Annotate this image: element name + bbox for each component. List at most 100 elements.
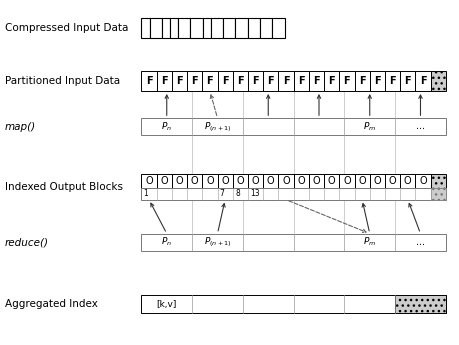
Bar xyxy=(202,71,217,91)
Bar xyxy=(369,71,384,91)
Bar xyxy=(172,71,187,91)
Bar xyxy=(202,18,211,38)
Bar xyxy=(259,18,272,38)
Text: $P_n$: $P_n$ xyxy=(161,236,172,248)
Text: $P_{(n+1)}$: $P_{(n+1)}$ xyxy=(203,235,231,249)
Bar xyxy=(278,174,293,188)
Text: F: F xyxy=(403,76,410,86)
Text: O: O xyxy=(342,176,350,186)
Text: F: F xyxy=(236,76,243,86)
Bar xyxy=(293,174,308,188)
Bar xyxy=(394,295,445,313)
Bar xyxy=(211,18,223,38)
Bar xyxy=(202,174,217,188)
Bar xyxy=(141,174,156,188)
Bar xyxy=(247,18,259,38)
Bar xyxy=(430,188,445,200)
Text: reduce(): reduce() xyxy=(5,237,49,247)
Bar xyxy=(414,174,430,188)
Bar xyxy=(149,18,162,38)
Text: $P_{(n+1)}$: $P_{(n+1)}$ xyxy=(203,120,231,134)
Text: F: F xyxy=(343,76,349,86)
Text: 13: 13 xyxy=(250,189,259,198)
Text: [k,v]: [k,v] xyxy=(156,299,177,308)
Bar xyxy=(263,174,278,188)
Bar xyxy=(308,174,323,188)
Text: F: F xyxy=(388,76,395,86)
Text: O: O xyxy=(266,176,274,186)
Bar xyxy=(217,71,232,91)
Bar xyxy=(354,71,369,91)
Bar xyxy=(141,188,445,200)
Text: O: O xyxy=(281,176,289,186)
Text: $\cdots$: $\cdots$ xyxy=(414,238,425,247)
Bar xyxy=(235,18,247,38)
Text: Compressed Input Data: Compressed Input Data xyxy=(5,23,128,33)
Text: O: O xyxy=(312,176,319,186)
Bar xyxy=(187,174,202,188)
Bar xyxy=(232,71,247,91)
Text: Aggregated Index: Aggregated Index xyxy=(5,299,98,309)
Text: O: O xyxy=(373,176,381,186)
Bar xyxy=(223,18,235,38)
Text: O: O xyxy=(358,176,365,186)
Text: O: O xyxy=(160,176,168,186)
Bar xyxy=(141,118,445,135)
Bar xyxy=(278,71,293,91)
Text: $P_m$: $P_m$ xyxy=(362,236,375,248)
Text: $P_m$: $P_m$ xyxy=(362,120,375,133)
Text: F: F xyxy=(161,76,167,86)
Bar xyxy=(354,174,369,188)
Text: $P_n$: $P_n$ xyxy=(161,120,172,133)
Text: F: F xyxy=(358,76,364,86)
Text: 7: 7 xyxy=(219,189,224,198)
Text: O: O xyxy=(145,176,152,186)
Bar xyxy=(156,174,172,188)
Bar xyxy=(170,18,178,38)
Bar xyxy=(323,174,339,188)
Bar xyxy=(384,174,399,188)
Bar xyxy=(399,174,414,188)
Bar xyxy=(272,18,284,38)
Text: F: F xyxy=(282,76,289,86)
Bar xyxy=(414,71,430,91)
Text: F: F xyxy=(146,76,152,86)
Text: O: O xyxy=(221,176,229,186)
Bar xyxy=(172,174,187,188)
Text: map(): map() xyxy=(5,122,36,132)
Text: $\cdots$: $\cdots$ xyxy=(414,122,425,131)
Bar xyxy=(190,18,202,38)
Bar xyxy=(141,18,149,38)
Bar xyxy=(232,174,247,188)
Bar xyxy=(156,71,172,91)
Text: F: F xyxy=(267,76,274,86)
Text: F: F xyxy=(419,76,425,86)
Bar xyxy=(178,18,190,38)
Bar xyxy=(430,174,445,188)
Text: O: O xyxy=(418,176,426,186)
Text: O: O xyxy=(251,176,259,186)
Bar xyxy=(162,18,170,38)
Text: F: F xyxy=(297,76,304,86)
Text: F: F xyxy=(221,76,228,86)
Text: O: O xyxy=(236,176,244,186)
Bar xyxy=(247,71,263,91)
Bar xyxy=(141,295,445,313)
Bar xyxy=(247,174,263,188)
Text: F: F xyxy=(313,76,319,86)
Bar xyxy=(339,71,354,91)
Bar xyxy=(263,71,278,91)
Bar xyxy=(187,71,202,91)
Bar xyxy=(217,174,232,188)
Text: 1: 1 xyxy=(143,189,148,198)
Bar xyxy=(430,71,445,91)
Text: F: F xyxy=(176,76,182,86)
Text: O: O xyxy=(403,176,411,186)
Bar xyxy=(369,174,384,188)
Text: O: O xyxy=(327,176,335,186)
Text: F: F xyxy=(328,76,334,86)
Bar xyxy=(339,174,354,188)
Text: Indexed Output Blocks: Indexed Output Blocks xyxy=(5,182,123,192)
Bar xyxy=(384,71,399,91)
Text: F: F xyxy=(252,76,258,86)
